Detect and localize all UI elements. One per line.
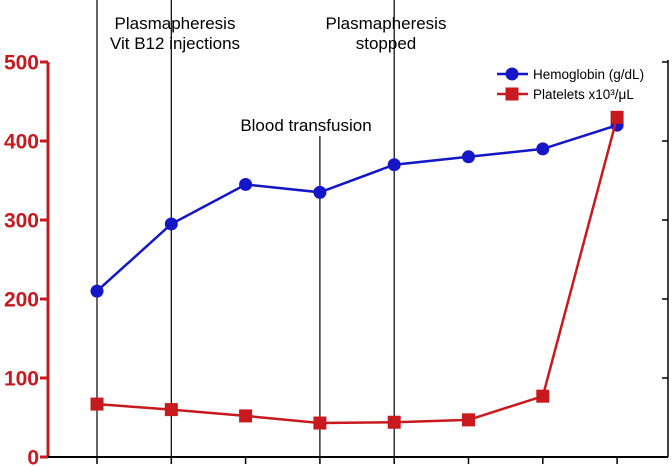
data-point [239,177,253,191]
y-tick-label: 0 [27,447,39,466]
annotation-label: Vit B12 injections [110,34,240,53]
data-point [536,389,550,403]
data-point [164,403,178,417]
data-point [164,217,178,231]
data-point [90,397,104,411]
legend-marker [505,67,519,81]
y-tick-label: 100 [4,368,39,391]
annotation-label: Blood transfusion [240,116,371,135]
data-point [462,150,475,164]
y-tick-label: 300 [4,210,39,233]
annotation-label: Plasmapheresis [326,14,447,33]
data-point [239,409,253,423]
series-line [96,124,618,293]
data-point [387,158,401,172]
legend-label: Platelets x10³/μL [533,87,634,102]
annotation-label: Plasmapheresis [115,14,236,33]
series-line [96,116,619,425]
data-point [610,110,624,124]
data-point [313,416,327,430]
y-tick-label: 200 [4,289,39,312]
data-point [462,413,475,427]
legend-marker [505,87,519,101]
data-point [313,185,327,199]
y-tick-label: 500 [4,52,39,75]
y-tick-label: 400 [4,131,39,154]
data-point [387,415,401,429]
data-point [536,142,550,156]
legend-label: Hemoglobin (g/dL) [533,67,644,82]
annotation-label: stopped [356,34,417,53]
data-point [90,284,104,298]
